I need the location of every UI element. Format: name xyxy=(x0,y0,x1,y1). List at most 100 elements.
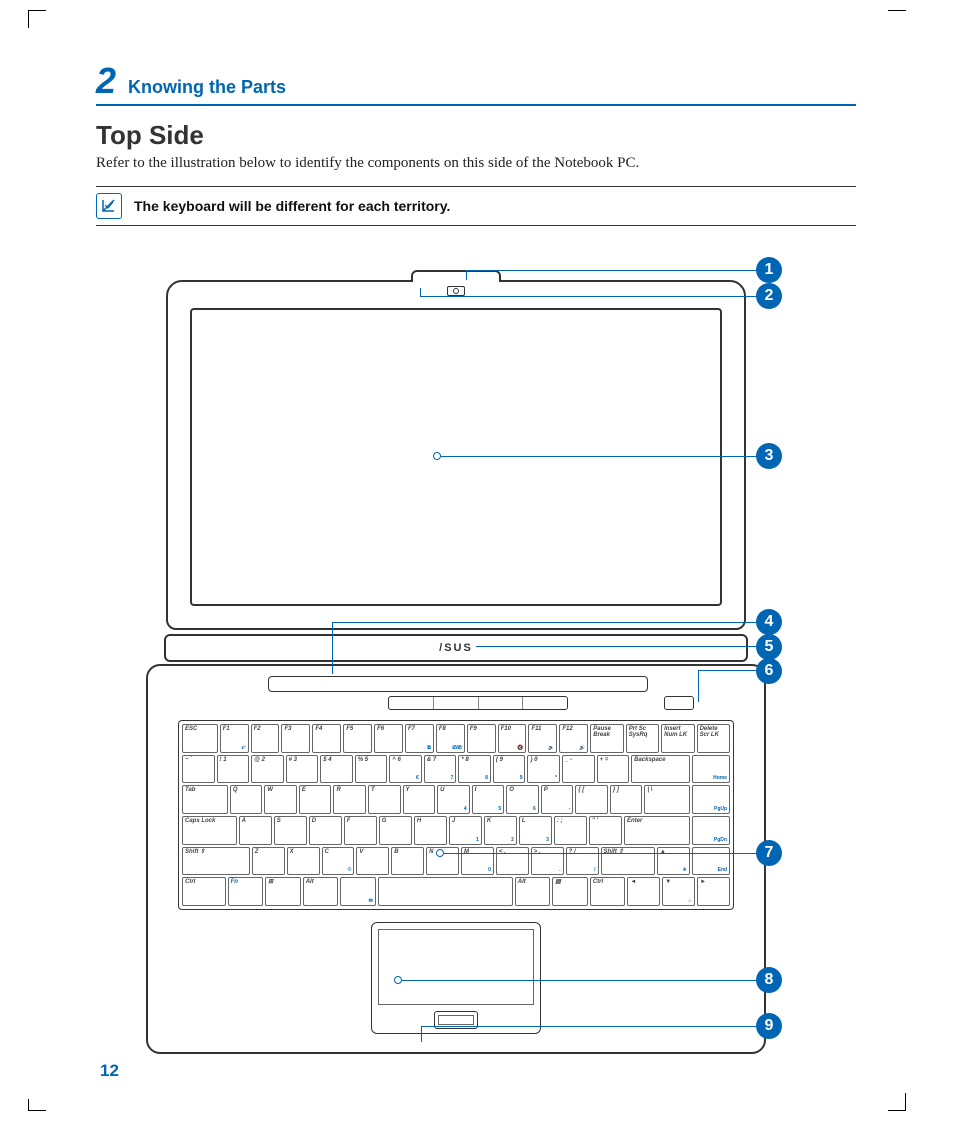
marker xyxy=(433,452,441,460)
key: Home xyxy=(692,755,730,784)
leader-line xyxy=(476,646,758,647)
key: * 88 xyxy=(458,755,491,784)
key: F8⎚/⎚ xyxy=(436,724,465,753)
leader-line xyxy=(466,270,758,271)
page-title: Top Side xyxy=(96,120,856,151)
key: F7⧉ xyxy=(405,724,434,753)
leader-line xyxy=(444,853,758,854)
key: ✉ xyxy=(340,877,376,906)
callout-7: 7 xyxy=(756,840,782,866)
keyboard: ESCF1z²F2F3F4F5F6F7⧉F8⎚/⎚F9F10🔇F11🔉F12🔊P… xyxy=(178,720,734,910)
leader-line xyxy=(420,296,758,297)
laptop-diagram: /SUS ESCF1z²F2F3F4F5F6F7⧉F8⎚/⎚F9F10🔇F11🔉… xyxy=(96,266,856,1056)
lid-tab xyxy=(411,270,501,282)
key: F10🔇 xyxy=(498,724,527,753)
key: : ; xyxy=(554,816,587,845)
key: T xyxy=(368,785,401,814)
key: ▤ xyxy=(552,877,588,906)
leader-line xyxy=(332,622,333,674)
screen xyxy=(190,308,722,606)
key: Alt xyxy=(515,877,551,906)
indicator-strip xyxy=(268,676,648,692)
callout-4: 4 xyxy=(756,609,782,635)
key: F5 xyxy=(343,724,372,753)
key: ▼☼ xyxy=(662,877,695,906)
intro-text: Refer to the illustration below to ident… xyxy=(96,155,856,172)
key: < , xyxy=(496,847,529,876)
key: G xyxy=(379,816,412,845)
key: F xyxy=(344,816,377,845)
leader-line xyxy=(698,670,758,671)
page-number: 12 xyxy=(100,1061,119,1081)
key: Shift ⇧ xyxy=(182,847,250,876)
key: B xyxy=(391,847,424,876)
key: Shift ⇧ xyxy=(601,847,655,876)
leader-line xyxy=(698,670,699,702)
leader-line xyxy=(402,980,758,981)
key: Insert Num LK xyxy=(661,724,694,753)
key: F11🔉 xyxy=(528,724,557,753)
key: Enter xyxy=(624,816,689,845)
crop-mark xyxy=(28,1099,46,1111)
key: J1 xyxy=(449,816,482,845)
section-number: 2 xyxy=(96,60,116,102)
key: H xyxy=(414,816,447,845)
key: P- xyxy=(541,785,574,814)
key: PgDn xyxy=(692,816,730,845)
key: # 3 xyxy=(286,755,319,784)
key: & 77 xyxy=(424,755,457,784)
key: M0 xyxy=(461,847,494,876)
crop-mark xyxy=(888,1093,906,1111)
key: D xyxy=(309,816,342,845)
key: + = xyxy=(597,755,630,784)
marker xyxy=(394,976,402,984)
laptop-base: ESCF1z²F2F3F4F5F6F7⧉F8⎚/⎚F9F10🔇F11🔉F12🔊P… xyxy=(146,664,766,1054)
page-content: 2 Knowing the Parts Top Side Refer to th… xyxy=(96,60,856,1056)
key: S xyxy=(274,816,307,845)
leader-line xyxy=(421,1026,422,1042)
key: Caps Lock xyxy=(182,816,237,845)
callout-6: 6 xyxy=(756,658,782,684)
key: E xyxy=(299,785,332,814)
crop-mark xyxy=(28,10,46,28)
key: V xyxy=(356,847,389,876)
key: ? // xyxy=(566,847,599,876)
key: C© xyxy=(322,847,355,876)
key: ◄ xyxy=(627,877,660,906)
section-header: 2 Knowing the Parts xyxy=(96,60,856,106)
key: X xyxy=(287,847,320,876)
key: ▲☀ xyxy=(657,847,690,876)
key: End xyxy=(692,847,730,876)
marker xyxy=(436,849,444,857)
laptop-lid xyxy=(166,280,746,630)
key: $ 4 xyxy=(320,755,353,784)
leader-line xyxy=(421,1026,758,1027)
key: ► xyxy=(697,877,730,906)
key: Backspace xyxy=(631,755,690,784)
callout-8: 8 xyxy=(756,967,782,993)
key: @ 2 xyxy=(251,755,284,784)
key: PgUp xyxy=(692,785,730,814)
key: % 5 xyxy=(355,755,388,784)
key: F9 xyxy=(467,724,496,753)
key: A xyxy=(239,816,272,845)
key: Ctrl xyxy=(182,877,226,906)
key: | \ xyxy=(644,785,690,814)
callout-9: 9 xyxy=(756,1013,782,1039)
key: I5 xyxy=(472,785,505,814)
switch-strip xyxy=(388,696,568,710)
key: ESC xyxy=(182,724,218,753)
note-icon xyxy=(96,193,122,219)
callout-1: 1 xyxy=(756,257,782,283)
key: } ] xyxy=(610,785,643,814)
key: Z xyxy=(252,847,285,876)
key: ! 1 xyxy=(217,755,250,784)
key: F6 xyxy=(374,724,403,753)
key: ⊞ xyxy=(265,877,301,906)
key: ^ 6€ xyxy=(389,755,422,784)
leader-line xyxy=(466,270,467,280)
callout-3: 3 xyxy=(756,443,782,469)
key: { [ xyxy=(575,785,608,814)
power-button xyxy=(664,696,694,710)
leader-line xyxy=(332,622,758,623)
